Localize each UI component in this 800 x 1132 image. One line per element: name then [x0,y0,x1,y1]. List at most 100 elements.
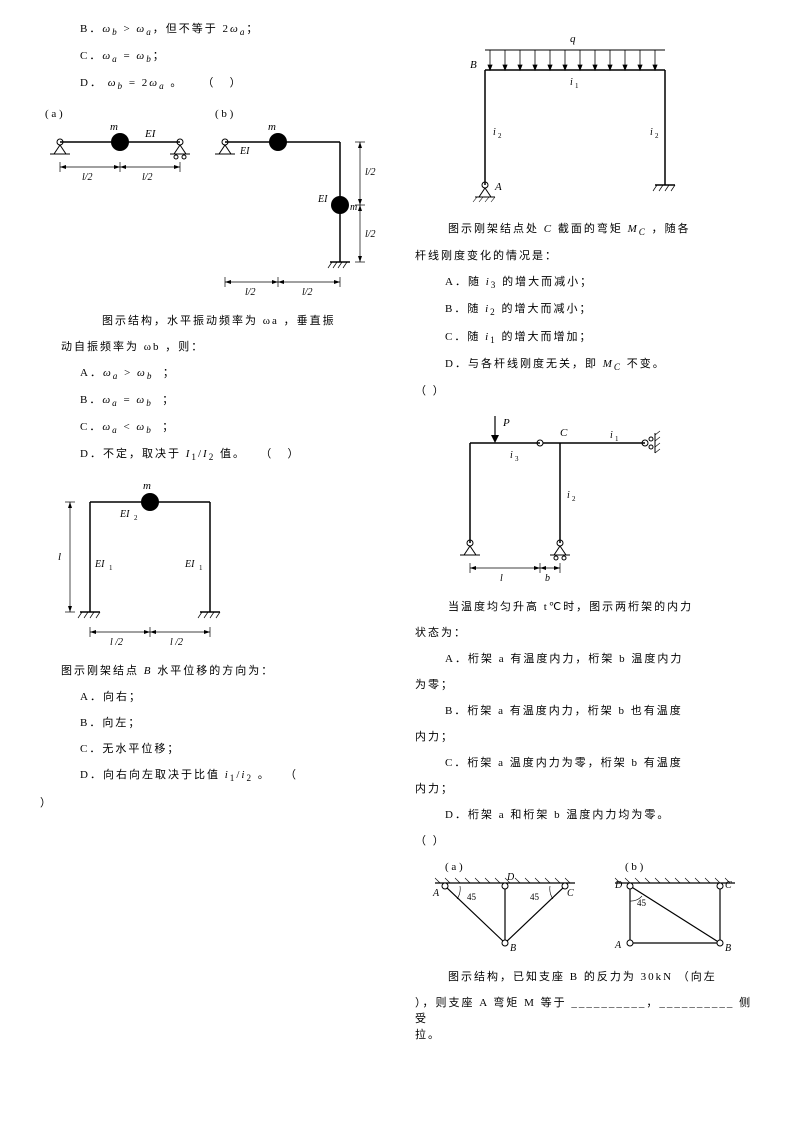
q6-truss-b: D C A B 45 [614,878,735,954]
svg-text:b: b [545,573,550,584]
svg-text:l/2: l/2 [302,287,313,298]
svg-text:i: i [650,127,653,138]
q3-option-d: D．向右向左取决于比值 i1/i2 。 （ [80,766,385,783]
left-column: B．ωb > ωa，但不等于 2ωa； C．ωa = ωb； D． ωb = 2… [40,10,385,1042]
svg-text:i: i [510,450,513,461]
q6-stem-2: 状态为： [415,624,760,640]
svg-text:45: 45 [637,898,647,908]
svg-text:EI: EI [94,559,105,570]
q6-option-a1: A．桁架 a 有温度内力，桁架 b 温度内力 [445,650,760,666]
q6-option-b2: 内力； [415,728,760,744]
q4-option-b: B．随 i2 的增大而减小； [445,300,760,317]
q4-option-a: A．随 i3 的增大而减小； [445,273,760,290]
q4-frame: q B i1 i2 i2 [470,33,675,202]
q4-stem-2: 杆线刚度变化的情况是： [415,247,760,263]
svg-text:q: q [570,33,576,45]
svg-text:l/2: l/2 [245,287,256,298]
svg-text:l /2: l /2 [110,637,123,648]
q6-option-c1: C．桁架 a 温度内力为零，桁架 b 有温度 [445,754,760,770]
q3-option-a: A．向右； [80,688,385,704]
q6-option-c2: 内力； [415,780,760,796]
q6-truss-a: A D C B 45 45 [432,872,575,954]
q1-mass-a [111,133,129,151]
q6-option-a2: 为零； [415,676,760,692]
svg-text:D: D [614,880,623,891]
q1-option-d: D． ωb = 2ωa 。 （ ） [80,74,385,91]
svg-text:l: l [500,573,503,584]
q5-diagram: P C i3 i1 i2 [415,408,760,588]
svg-text:m: m [350,202,357,213]
svg-text:A: A [614,940,622,951]
svg-text:1: 1 [615,435,619,443]
svg-text:C: C [567,888,574,899]
q1-label-a: ( a ) [45,108,63,120]
svg-text:2: 2 [655,132,659,140]
q3-option-b: B．向左； [80,714,385,730]
svg-text:i: i [610,430,613,441]
q2-option-c: C．ωa < ωb ； [80,418,385,435]
svg-text:A: A [494,181,502,193]
q5-frame: P C i3 i1 i2 [460,416,660,584]
svg-text:m: m [110,121,118,133]
q1-diagram: ( a ) m EI [40,102,385,302]
svg-text:EI: EI [144,128,157,140]
svg-text:l/2: l/2 [82,172,93,183]
q1-option-c: C．ωa = ωb； [80,47,385,64]
svg-text:l: l [58,551,61,563]
svg-text:i: i [493,127,496,138]
q4-option-d: D．与各杆线刚度无关，即 MC 不变。 [445,355,760,372]
q4-stem-1: 图示刚架结点处 C 截面的弯矩 MC ，随各 [415,220,760,237]
svg-text:EI: EI [317,194,328,205]
svg-text:m: m [268,121,276,133]
q6-diagram: ( a ) A D [415,858,760,958]
q2-diagram: m EI2 EI1 EI1 l [40,472,385,652]
svg-text:EI: EI [119,509,130,520]
q1-option-b: B．ωb > ωa，但不等于 2ωa； [80,20,385,37]
svg-text:( b ): ( b ) [625,861,644,873]
q2-stem-2: 动自振频率为 ωb ，则： [50,338,385,354]
right-column: q B i1 i2 i2 [415,10,760,1042]
svg-text:45: 45 [467,892,477,902]
svg-text:2: 2 [572,495,576,503]
q4-close: （ ） [415,382,760,398]
svg-text:2: 2 [134,514,138,522]
q1-mass-b1 [269,133,287,151]
page-columns: B．ωb > ωa，但不等于 2ωa； C．ωa = ωb； D． ωb = 2… [40,10,760,1042]
q6-close: （ ） [415,832,760,848]
q7-stem-2: ），则支座 A 弯矩 M 等于 __________，__________ 侧受 [415,994,760,1026]
svg-text:2: 2 [498,132,502,140]
svg-text:D: D [506,872,515,883]
svg-text:l/2: l/2 [365,167,376,178]
q4-option-c: C．随 i1 的增大而增加； [445,328,760,345]
q7-stem-3: 拉。 [415,1026,760,1042]
q7-stem-1: 图示结构，已知支座 B 的反力为 30kN （向左 [415,968,760,984]
svg-text:1: 1 [575,82,579,90]
q2-option-b: B．ωa = ωb ； [80,391,385,408]
svg-text:C: C [560,427,568,439]
q3-option-c: C．无水平位移； [80,740,385,756]
svg-text:EI: EI [184,559,195,570]
q6-option-b1: B．桁架 a 有温度内力，桁架 b 也有温度 [445,702,760,718]
svg-text:1: 1 [109,564,113,572]
q1-label-b: ( b ) [215,108,234,120]
svg-text:i: i [567,490,570,501]
q6-stem-1: 当温度均匀升高 t℃时，图示两桁架的内力 [415,598,760,614]
svg-text:3: 3 [515,455,519,463]
svg-text:EI: EI [239,146,250,157]
q1-beam-b: m EI EI m [215,121,376,298]
q3-close: ） [40,794,385,810]
svg-text:P: P [502,417,510,429]
q6-option-d: D．桁架 a 和桁架 b 温度内力均为零。 [445,806,760,822]
svg-text:( a ): ( a ) [445,861,463,873]
q1-beam-a: m EI l/2 l/2 [50,121,190,183]
svg-text:B: B [725,943,731,954]
q2-mass [141,493,159,511]
q2-stem-1: 图示结构，水平振动频率为 ωa ，垂直振 [80,312,385,328]
svg-text:l /2: l /2 [170,637,183,648]
svg-text:m: m [143,480,151,492]
q2-option-d: D．不定，取决于 I1/I2 值。 （ ） [80,445,385,462]
svg-text:C: C [725,880,732,891]
svg-text:B: B [510,943,516,954]
svg-text:l/2: l/2 [142,172,153,183]
svg-text:l/2: l/2 [365,229,376,240]
